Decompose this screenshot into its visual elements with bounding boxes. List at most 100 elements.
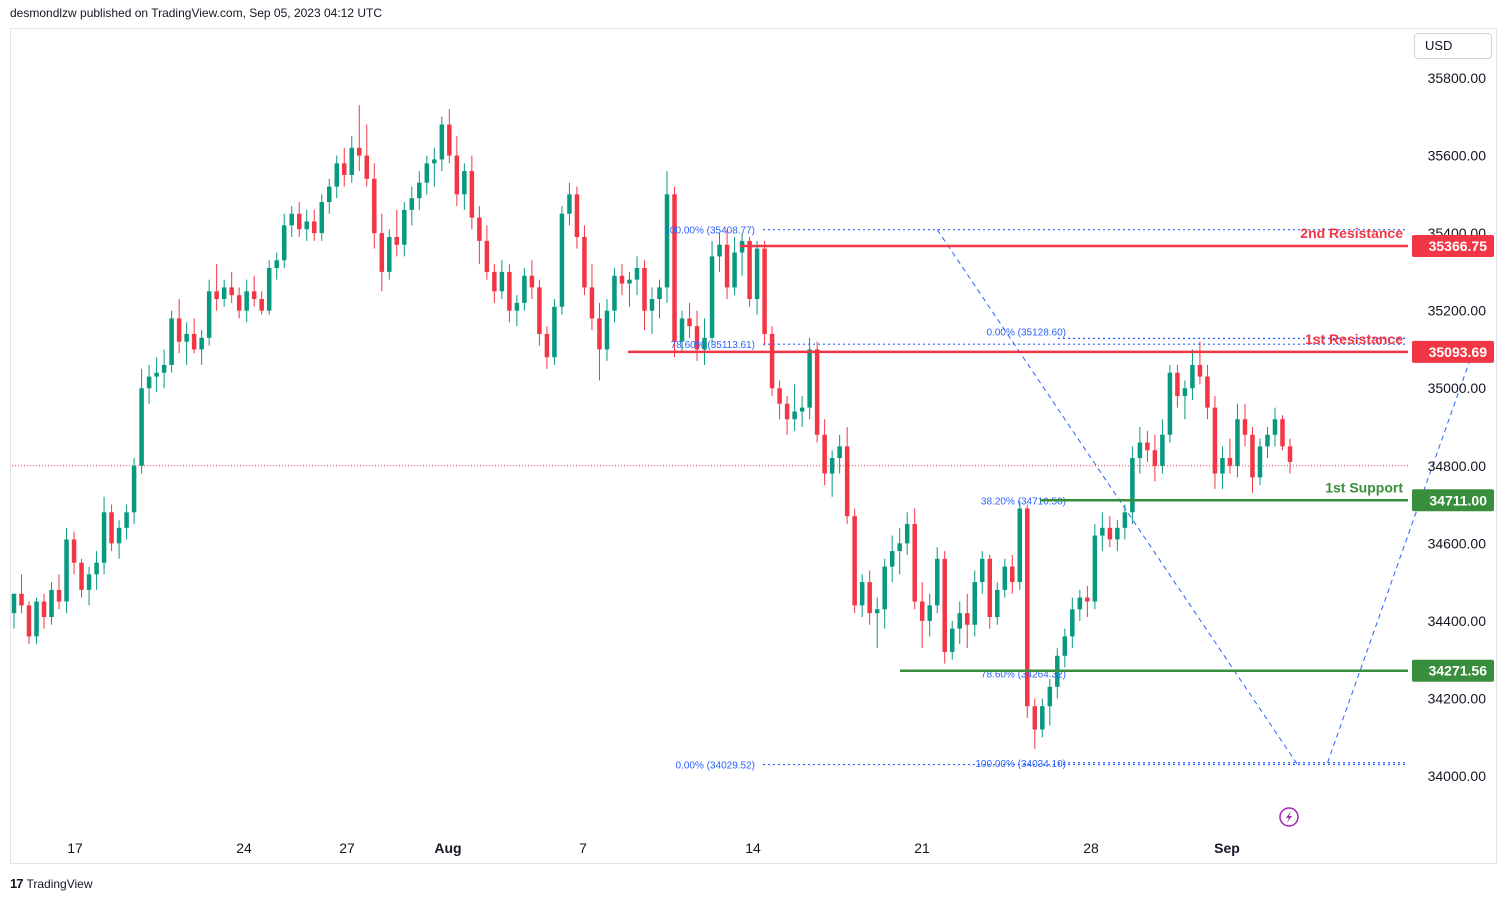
candle-body	[1040, 706, 1045, 730]
candle-body	[1062, 636, 1068, 656]
candle-body	[934, 558, 940, 606]
tradingview-footer[interactable]: 17 TradingView	[10, 876, 93, 891]
candle-body	[874, 609, 880, 614]
y-tick-label: 34000.00	[1428, 768, 1487, 784]
candle-body	[364, 155, 370, 179]
candle-body	[1227, 458, 1233, 466]
candle-body	[619, 275, 625, 284]
candle-body	[109, 512, 114, 544]
candle-body	[1107, 527, 1113, 540]
level-name-label: 2nd Resistance	[1300, 225, 1403, 241]
candle-body	[1235, 419, 1240, 466]
candle-body	[980, 558, 985, 583]
candle-body	[432, 159, 437, 164]
candle-body	[1002, 566, 1008, 590]
candle-body	[1212, 407, 1218, 474]
candle-body	[1182, 388, 1188, 396]
currency-selector[interactable]: USD	[1414, 33, 1492, 59]
candle-body	[236, 295, 242, 311]
candle-body	[769, 333, 775, 389]
candle-body	[64, 539, 69, 602]
candle-body	[349, 147, 355, 175]
candle-body	[1250, 434, 1255, 478]
fib-trend-line	[1327, 338, 1479, 763]
candle-body	[1077, 597, 1083, 610]
candle-body	[296, 213, 302, 230]
candle-body	[627, 279, 632, 284]
candle-body	[522, 275, 527, 303]
candle-body	[919, 601, 925, 621]
candle-body	[694, 326, 700, 350]
candle-body	[537, 287, 542, 334]
y-tick-label: 35200.00	[1428, 303, 1487, 319]
candle-body	[1085, 597, 1090, 602]
candle-body	[229, 287, 234, 296]
candle-body	[552, 306, 557, 358]
candle-body	[49, 589, 54, 618]
candle-body	[1130, 458, 1135, 513]
candle-body	[567, 194, 572, 214]
candle-body	[319, 202, 324, 234]
candle-body	[702, 337, 707, 350]
candle-body	[927, 605, 932, 621]
price-level-badge	[1412, 489, 1494, 512]
candle-body	[221, 287, 227, 300]
candle-body	[762, 248, 767, 334]
candle-body	[56, 589, 62, 602]
candle-body	[1047, 686, 1053, 707]
candle-body	[799, 407, 805, 412]
candle-body	[206, 291, 212, 338]
candle-body	[11, 593, 17, 614]
candle-body	[672, 194, 677, 342]
x-tick-label: 27	[339, 840, 355, 856]
candle-body	[499, 271, 505, 292]
candle-body	[1272, 419, 1278, 435]
x-tick-label: 28	[1083, 840, 1099, 856]
candle-body	[949, 628, 955, 652]
candle-body	[304, 221, 309, 230]
candle-body	[1137, 442, 1143, 459]
candle-body	[184, 333, 189, 342]
candle-body	[597, 318, 602, 350]
candle-body	[589, 287, 595, 319]
candle-body	[859, 582, 865, 606]
candle-body	[897, 543, 902, 552]
candle-body	[1175, 372, 1180, 396]
candle-body	[424, 163, 430, 183]
candle-body	[477, 217, 482, 241]
candle-body	[747, 240, 752, 300]
candle-body	[1122, 512, 1128, 528]
candle-body	[1160, 434, 1165, 466]
candle-body	[582, 236, 587, 288]
candle-body	[372, 178, 377, 234]
candle-body	[664, 194, 670, 288]
candle-body	[1100, 527, 1105, 536]
candle-body	[754, 248, 760, 300]
x-tick-label: Sep	[1214, 840, 1240, 856]
candle-body	[604, 310, 610, 350]
lightning-icon	[1279, 807, 1299, 827]
price-level-badge-text: 34711.00	[1429, 492, 1487, 508]
candle-body	[507, 271, 512, 311]
candle-body	[822, 434, 827, 474]
candle-body	[154, 372, 159, 377]
candle-body	[161, 364, 167, 373]
candle-body	[709, 256, 715, 338]
candle-body	[777, 388, 782, 404]
candle-body	[1152, 450, 1158, 466]
candle-body	[454, 155, 460, 195]
candle-body	[326, 186, 332, 203]
candle-body	[1010, 566, 1015, 583]
candle-body	[1265, 434, 1270, 447]
candle-body	[634, 268, 640, 280]
candle-body	[101, 512, 107, 563]
candle-body	[19, 593, 24, 606]
y-tick-label: 34800.00	[1428, 458, 1487, 474]
candle-body	[311, 221, 317, 234]
fib-label: 0.00% (35128.60)	[986, 327, 1066, 338]
candle-body	[784, 403, 790, 420]
candle-body	[1197, 364, 1203, 377]
candle-body	[867, 582, 872, 614]
candle-body	[807, 349, 812, 408]
